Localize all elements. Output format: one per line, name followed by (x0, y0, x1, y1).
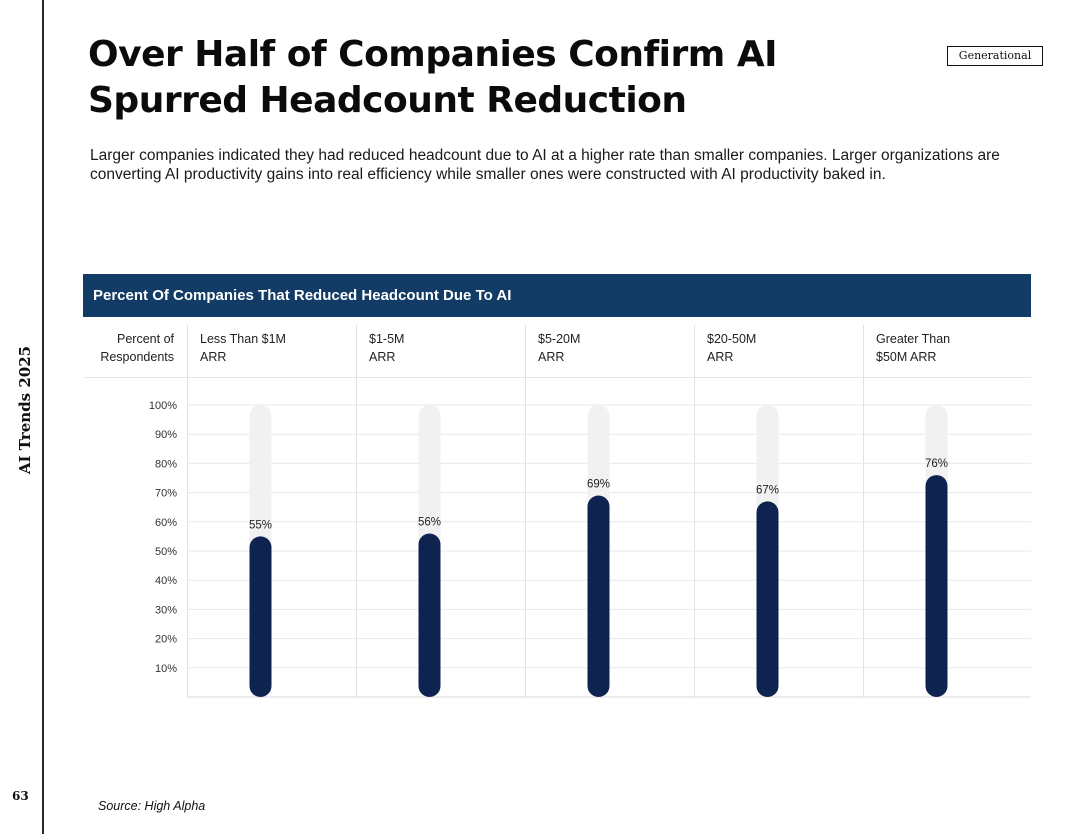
page-intro: Larger companies indicated they had redu… (90, 147, 1000, 183)
y-tick-label: 10% (155, 663, 177, 675)
data-label: 56% (418, 516, 441, 528)
y-tick-label: 60% (155, 517, 177, 529)
y-tick-label: 100% (149, 400, 177, 412)
y-tick-label: 70% (155, 488, 177, 500)
bar (249, 536, 272, 697)
side-rule (42, 0, 44, 834)
header-divider (84, 377, 1031, 378)
y-tick-label: 50% (155, 546, 177, 558)
category-label: $1-5M ARR (369, 332, 405, 364)
y-tick-label: 80% (155, 458, 177, 470)
data-label: 67% (756, 484, 779, 496)
chart-title: Percent Of Companies That Reduced Headco… (83, 274, 1031, 317)
category-label: Greater Than $50M ARR (876, 332, 951, 364)
brand-logo: Generational (947, 46, 1043, 66)
y-tick-label: 90% (155, 429, 177, 441)
data-label: 69% (587, 479, 610, 491)
column-divider (863, 325, 864, 697)
y-tick-label: 20% (155, 634, 177, 646)
bar (418, 533, 441, 697)
bar (925, 475, 948, 697)
category-label: Less Than $1M ARR (200, 332, 286, 364)
source-note: Source: High Alpha (98, 799, 206, 813)
column-divider (694, 325, 695, 697)
column-divider (356, 325, 357, 697)
page-number: 63 (12, 789, 29, 803)
column-divider (525, 325, 526, 697)
bar (756, 501, 779, 697)
y-tick-label: 30% (155, 604, 177, 616)
column-divider (187, 325, 188, 697)
category-label: $5-20M ARR (538, 332, 581, 364)
data-label: 55% (249, 519, 272, 531)
y-axis-title: Percent of Respondents (100, 332, 174, 364)
data-label: 76% (925, 458, 948, 470)
bar (587, 495, 610, 697)
page-title: Over Half of Companies Confirm AI Spurre… (88, 34, 778, 121)
y-tick-label: 40% (155, 575, 177, 587)
category-label: $20-50M ARR (707, 332, 757, 364)
